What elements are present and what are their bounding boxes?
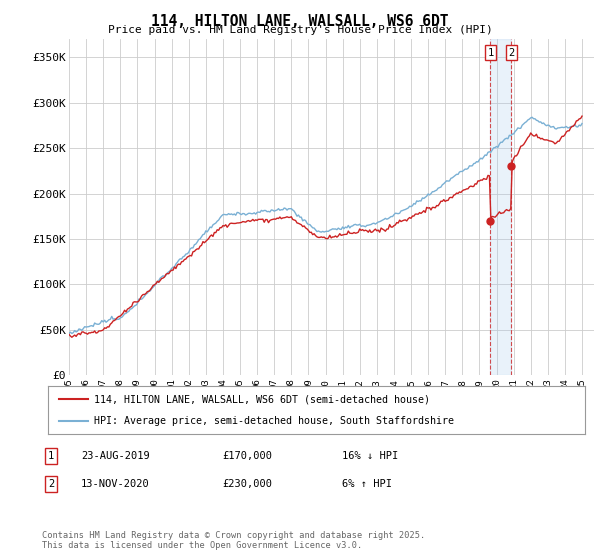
Text: 1: 1 <box>48 451 54 461</box>
Text: £230,000: £230,000 <box>222 479 272 489</box>
Text: 23-AUG-2019: 23-AUG-2019 <box>81 451 150 461</box>
Text: 2: 2 <box>48 479 54 489</box>
Text: Contains HM Land Registry data © Crown copyright and database right 2025.
This d: Contains HM Land Registry data © Crown c… <box>42 531 425 550</box>
Text: 1: 1 <box>487 48 493 58</box>
Text: 16% ↓ HPI: 16% ↓ HPI <box>342 451 398 461</box>
Text: 114, HILTON LANE, WALSALL, WS6 6DT: 114, HILTON LANE, WALSALL, WS6 6DT <box>151 14 449 29</box>
Text: 114, HILTON LANE, WALSALL, WS6 6DT (semi-detached house): 114, HILTON LANE, WALSALL, WS6 6DT (semi… <box>94 394 430 404</box>
Text: HPI: Average price, semi-detached house, South Staffordshire: HPI: Average price, semi-detached house,… <box>94 416 454 426</box>
Text: Price paid vs. HM Land Registry's House Price Index (HPI): Price paid vs. HM Land Registry's House … <box>107 25 493 35</box>
Text: 6% ↑ HPI: 6% ↑ HPI <box>342 479 392 489</box>
Bar <box>490 39 511 375</box>
Text: £170,000: £170,000 <box>222 451 272 461</box>
Text: 2: 2 <box>508 48 515 58</box>
Text: 13-NOV-2020: 13-NOV-2020 <box>81 479 150 489</box>
